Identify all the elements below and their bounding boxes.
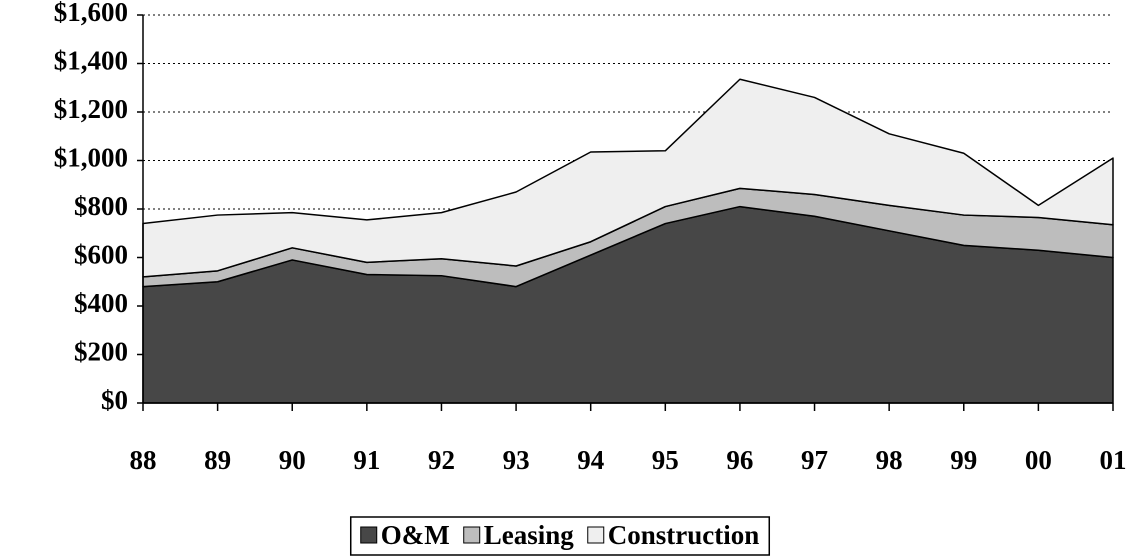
legend-swatch xyxy=(587,526,605,544)
x-tick-label: 00 xyxy=(1025,445,1052,475)
legend-label: Construction xyxy=(608,520,760,550)
legend: O&M Leasing Construction xyxy=(349,516,771,556)
y-tick-label: $1,200 xyxy=(54,94,128,124)
x-tick-label: 01 xyxy=(1100,445,1127,475)
x-tick-label: 96 xyxy=(726,445,753,475)
x-tick-label: 95 xyxy=(652,445,679,475)
y-tick-label: $600 xyxy=(74,240,128,270)
x-tick-label: 97 xyxy=(801,445,828,475)
legend-swatch xyxy=(463,526,481,544)
legend-label: O&M xyxy=(381,520,450,550)
area xyxy=(142,78,1114,278)
y-tick-label: $800 xyxy=(74,191,128,221)
y-tick-label: $0 xyxy=(101,385,128,415)
x-tick-label: 94 xyxy=(577,445,604,475)
x-tick-label: 98 xyxy=(876,445,903,475)
x-tick-label: 99 xyxy=(950,445,977,475)
x-tick-label: 89 xyxy=(204,445,231,475)
x-tick-label: 92 xyxy=(428,445,455,475)
x-tick-label: 88 xyxy=(130,445,157,475)
legend-frame xyxy=(349,516,771,556)
y-tick-label: $1,400 xyxy=(54,46,128,76)
y-tick-label: $200 xyxy=(74,337,128,367)
legend-label: Leasing xyxy=(484,520,575,550)
legend-swatch xyxy=(360,526,378,544)
y-tick-label: $1,600 xyxy=(54,0,128,27)
y-tick-label: $1,000 xyxy=(54,143,128,173)
x-tick-label: 91 xyxy=(353,445,380,475)
x-tick-label: 90 xyxy=(279,445,306,475)
y-tick-label: $400 xyxy=(74,288,128,318)
x-tick-label: 93 xyxy=(503,445,530,475)
